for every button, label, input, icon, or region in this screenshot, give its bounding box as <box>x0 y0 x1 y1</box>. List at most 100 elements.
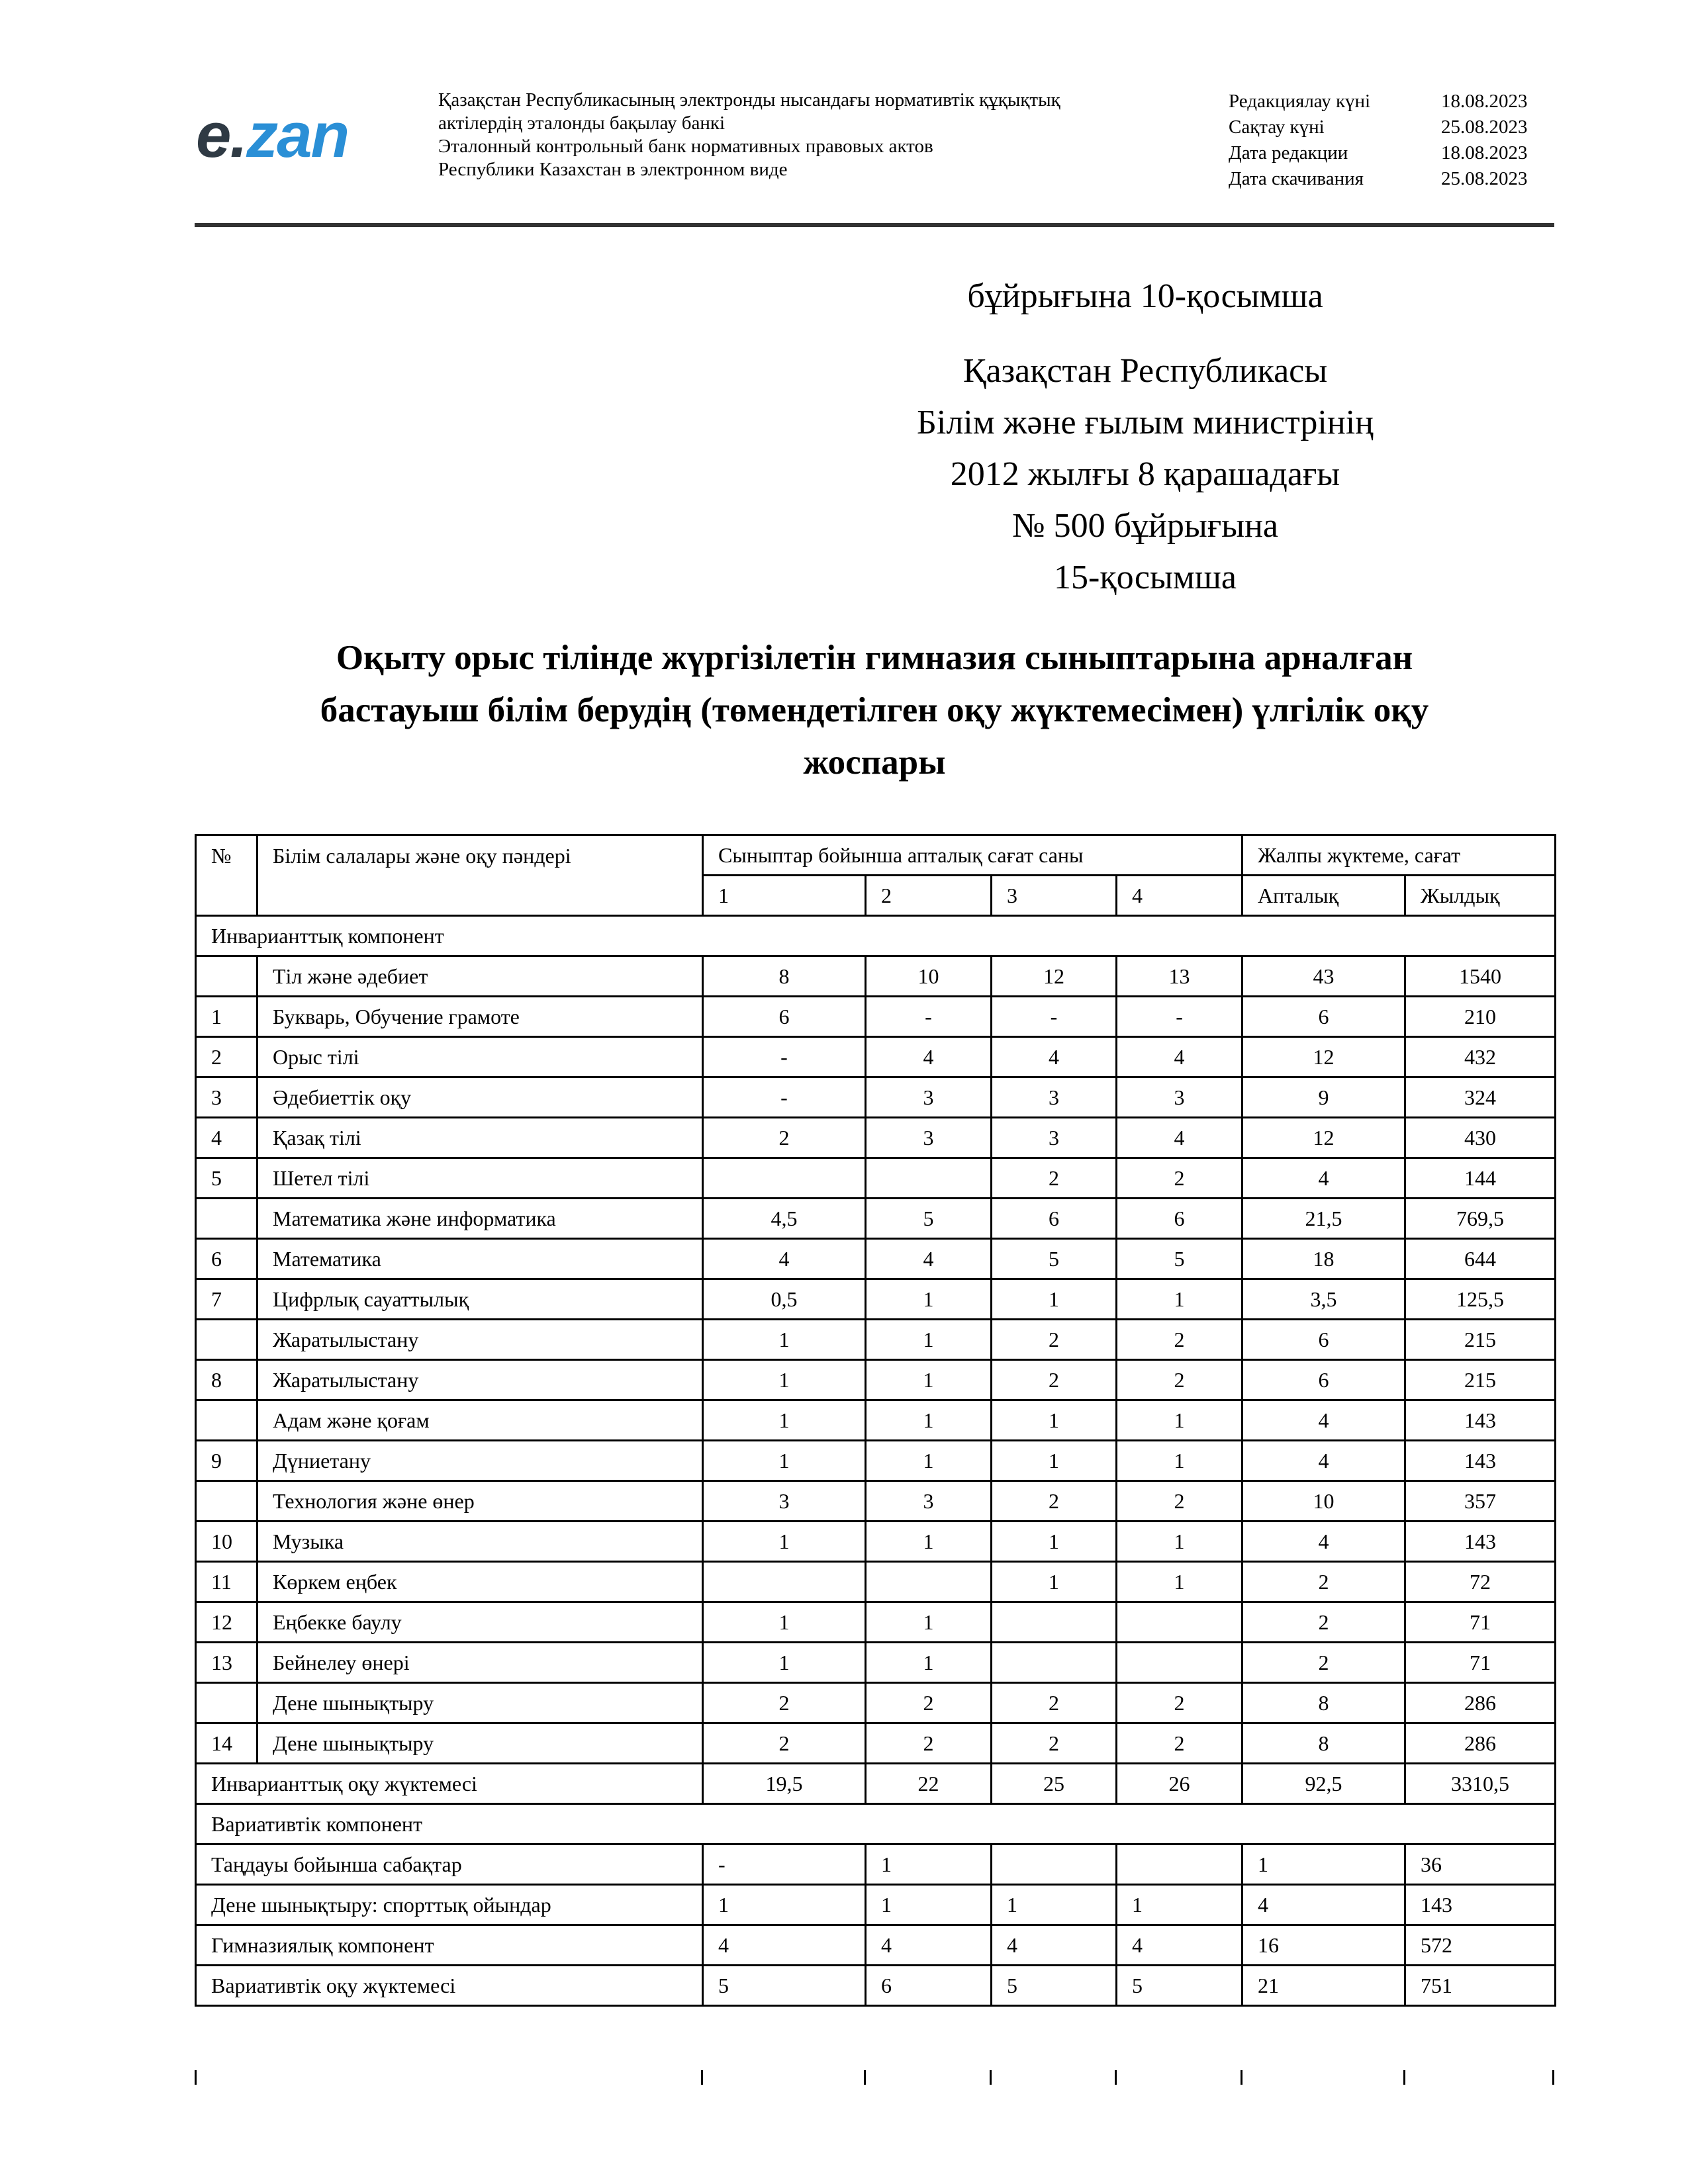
table-continuation-line <box>701 2070 703 2085</box>
hours-cell: 1 <box>990 1439 1117 1482</box>
date-row: Дата редакции 18.08.2023 <box>1229 140 1528 166</box>
subject-name: Жаратылыстану <box>256 1318 704 1361</box>
hours-cell: 12 <box>1241 1036 1407 1078</box>
hours-cell: 2 <box>1115 1722 1244 1764</box>
hours-cell: 72 <box>1404 1561 1557 1603</box>
document-dates: Редакциялау күні 18.08.2023 Сақтау күні 25… <box>1229 89 1528 192</box>
row-number: 7 <box>195 1278 258 1320</box>
hours-cell: 1 <box>702 1520 867 1563</box>
header-yearly: Жылдық <box>1404 874 1557 917</box>
subject-name: Дене шынықтыру: спорттық ойындар <box>195 1884 704 1926</box>
subject-name: Дене шынықтыру <box>256 1722 704 1764</box>
annex-line: 15-қосымша <box>1054 559 1237 596</box>
hours-cell: 4 <box>990 1036 1117 1078</box>
hours-cell <box>865 1157 992 1199</box>
subject-name: Гимназиялық компонент <box>195 1924 704 1966</box>
hours-cell: 2 <box>990 1359 1117 1401</box>
date-row: Редакциялау күні 18.08.2023 <box>1229 89 1528 114</box>
hours-cell <box>702 1157 867 1199</box>
hours-cell: 1 <box>702 1318 867 1361</box>
hours-cell: 215 <box>1404 1359 1557 1401</box>
hours-cell: - <box>702 1036 867 1078</box>
row-number <box>195 955 258 997</box>
hours-cell: 5 <box>990 1238 1117 1280</box>
row-number <box>195 1480 258 1522</box>
subject-name: Технология және өнер <box>256 1480 704 1522</box>
hours-cell: 125,5 <box>1404 1278 1557 1320</box>
table-continuation-line <box>864 2070 866 2085</box>
subject-name: Еңбекке баулу <box>256 1601 704 1643</box>
hours-cell: 1 <box>990 1520 1117 1563</box>
hours-cell: - <box>702 1076 867 1118</box>
subject-name: Бейнелеу өнері <box>256 1641 704 1684</box>
hours-cell: 4 <box>990 1924 1117 1966</box>
hours-cell: 2 <box>702 1116 867 1159</box>
hours-cell: 4 <box>702 1924 867 1966</box>
header-divider <box>195 223 1554 227</box>
hours-cell: 3 <box>702 1480 867 1522</box>
hours-cell: 22 <box>865 1762 992 1805</box>
row-number <box>195 1399 258 1441</box>
hours-cell: 1 <box>865 1843 992 1886</box>
bank-line: Республики Казахстан в электронном виде <box>438 159 788 180</box>
hours-cell: 2 <box>990 1157 1117 1199</box>
hours-cell: 1 <box>865 1439 992 1482</box>
hours-cell: 2 <box>865 1682 992 1724</box>
subject-name: Математика <box>256 1238 704 1280</box>
subject-name: Тіл және әдебиет <box>256 955 704 997</box>
hours-cell: 324 <box>1404 1076 1557 1118</box>
hours-cell: 16 <box>1241 1924 1407 1966</box>
hours-cell: 5 <box>990 1964 1117 2007</box>
subject-name: Орыс тілі <box>256 1036 704 1078</box>
hours-cell <box>1115 1843 1244 1886</box>
hours-cell: 8 <box>1241 1722 1407 1764</box>
table-continuation-line <box>1115 2070 1117 2085</box>
hours-cell: 3 <box>865 1480 992 1522</box>
hours-cell: 2 <box>990 1722 1117 1764</box>
hours-cell: 1 <box>702 1439 867 1482</box>
table-row: 7 Цифрлық сауаттылық 0,5 1 1 1 3,5 125,5 <box>195 1278 1557 1320</box>
hours-cell: 2 <box>1115 1318 1244 1361</box>
header-class: 2 <box>865 874 992 917</box>
header-weekly-by-class: Сыныптар бойынша апталық сағат саны <box>701 834 1244 876</box>
hours-cell: 18 <box>1241 1238 1407 1280</box>
hours-cell: 2 <box>865 1722 992 1764</box>
hours-cell: 4 <box>865 1924 992 1966</box>
hours-cell: 4 <box>1115 1116 1244 1159</box>
document-title: Оқыту орыс тілінде жүргізілетін гимназия… <box>195 632 1554 789</box>
hours-cell: 5 <box>865 1197 992 1240</box>
hours-cell: 4 <box>1241 1884 1407 1926</box>
hours-cell: 751 <box>1404 1964 1557 2007</box>
bank-description: Қазақстан Республикасының электронды ныс… <box>438 89 1060 181</box>
subject-name: Көркем еңбек <box>256 1561 704 1603</box>
hours-cell: 143 <box>1404 1439 1557 1482</box>
hours-cell: 9 <box>1241 1076 1407 1118</box>
table-row: 9 Дүниетану 1 1 1 1 4 143 <box>195 1439 1557 1482</box>
hours-cell: 2 <box>1115 1359 1244 1401</box>
table-row: Гимназиялық компонент 4 4 4 4 16 572 <box>195 1924 1557 1966</box>
hours-cell: 210 <box>1404 995 1557 1038</box>
hours-cell: 1 <box>702 1884 867 1926</box>
title-line: Оқыту орыс тілінде жүргізілетін гимназия… <box>336 639 1413 677</box>
annex-block: Қазақстан Республикасы Білім және ғылым … <box>761 345 1529 604</box>
subject-name: Таңдауы бойынша сабақтар <box>195 1843 704 1886</box>
hours-cell <box>1115 1641 1244 1684</box>
subject-name: Адам және қоғам <box>256 1399 704 1441</box>
hours-cell: 5 <box>1115 1964 1244 2007</box>
hours-cell: 4 <box>702 1238 867 1280</box>
hours-cell: 6 <box>1241 995 1407 1038</box>
hours-cell: - <box>1115 995 1244 1038</box>
hours-cell: 3 <box>990 1116 1117 1159</box>
hours-cell: 1 <box>865 1278 992 1320</box>
hours-cell: 1 <box>990 1884 1117 1926</box>
row-number: 10 <box>195 1520 258 1563</box>
hours-cell: 0,5 <box>702 1278 867 1320</box>
subject-name: Музыка <box>256 1520 704 1563</box>
header-class: 1 <box>702 874 867 917</box>
annex-line: Білім және ғылым министрінің <box>917 404 1374 441</box>
bank-line: Қазақстан Республикасының электронды ныс… <box>438 89 1060 111</box>
hours-cell: 769,5 <box>1404 1197 1557 1240</box>
table-row: 1 Букварь, Обучение грамоте 6- - -6 210 <box>195 995 1557 1038</box>
hours-cell: 1 <box>1115 1278 1244 1320</box>
hours-cell: - <box>865 995 992 1038</box>
